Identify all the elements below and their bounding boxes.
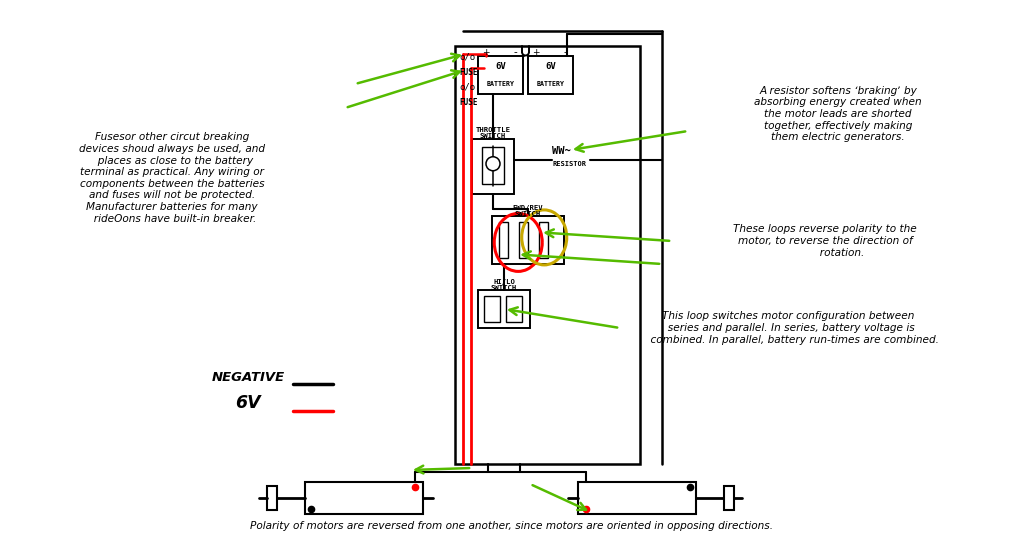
Bar — [472, 139, 514, 194]
Bar — [506, 296, 522, 322]
Text: RESISTOR: RESISTOR — [553, 161, 587, 167]
Text: Fusesor other circut breaking
devices shoud always be used, and
  places as clos: Fusesor other circut breaking devices sh… — [79, 132, 265, 224]
Text: BATTERY: BATTERY — [486, 81, 514, 87]
Bar — [305, 482, 423, 514]
Text: 6V: 6V — [236, 394, 261, 412]
Text: HI/LO: HI/LO — [494, 279, 515, 285]
Text: o/o: o/o — [459, 82, 475, 91]
Bar — [519, 222, 528, 258]
Text: FUSE: FUSE — [459, 98, 477, 107]
Bar — [492, 216, 564, 264]
Text: o/o: o/o — [459, 52, 475, 61]
Bar — [478, 290, 530, 328]
Bar — [267, 486, 278, 510]
Text: Polarity of motors are reversed from one another, since motors are oriented in o: Polarity of motors are reversed from one… — [251, 521, 773, 531]
Text: SWITCH: SWITCH — [515, 211, 541, 217]
Text: +: + — [482, 48, 489, 57]
Text: FWD/REV: FWD/REV — [513, 205, 544, 211]
Bar — [539, 222, 548, 258]
Bar — [724, 486, 734, 510]
Text: FUSE: FUSE — [459, 68, 477, 77]
Text: WW~: WW~ — [552, 146, 570, 156]
Text: SWITCH: SWITCH — [480, 133, 506, 139]
Text: BATTERY: BATTERY — [537, 81, 564, 87]
Text: This loop switches motor configuration between
  series and parallel. In series,: This loop switches motor configuration b… — [637, 311, 939, 345]
Text: SWITCH: SWITCH — [490, 285, 517, 291]
Bar — [578, 482, 696, 514]
Text: A resistor softens ʻbrakingʼ by
absorbing energy created when
the motor leads ar: A resistor softens ʻbrakingʼ by absorbin… — [755, 86, 922, 142]
Text: +: + — [532, 48, 540, 57]
Text: NEGATIVE: NEGATIVE — [211, 371, 285, 384]
Text: These loops reverse polarity to the
motor, to reverse the direction of
         : These loops reverse polarity to the moto… — [733, 225, 916, 258]
Text: THROTTLE: THROTTLE — [475, 127, 511, 133]
Bar — [455, 46, 640, 464]
Bar — [528, 56, 573, 94]
Text: 6V: 6V — [545, 62, 556, 71]
Text: -: - — [563, 47, 566, 57]
Bar — [499, 222, 508, 258]
Bar — [484, 296, 500, 322]
Text: 6V: 6V — [496, 62, 506, 71]
Text: -: - — [513, 47, 517, 57]
Bar — [482, 147, 504, 184]
Circle shape — [486, 157, 500, 171]
Bar — [478, 56, 523, 94]
